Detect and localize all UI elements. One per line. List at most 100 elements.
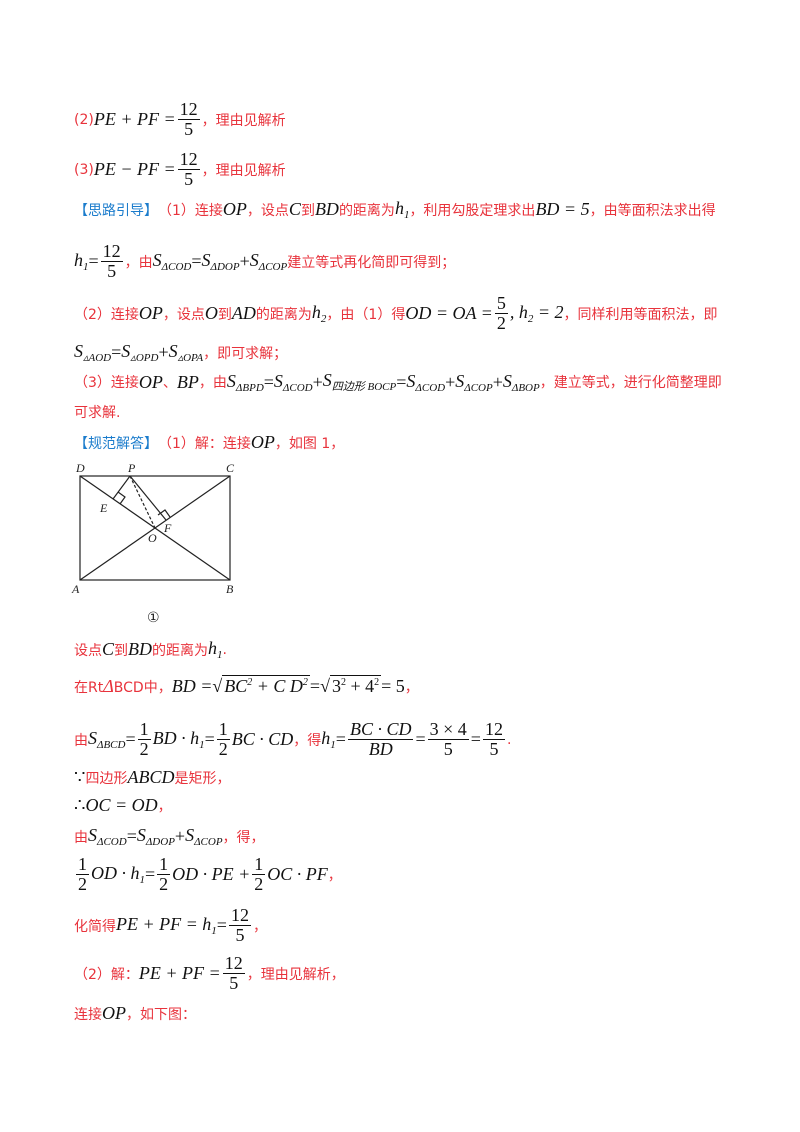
text-segment: OC = OD bbox=[85, 795, 158, 815]
subscript: ▵OPD bbox=[130, 352, 159, 364]
text: 的距离为 bbox=[255, 306, 312, 323]
subscript: ΔCOD bbox=[415, 381, 446, 394]
text-segment: 四边形 bbox=[85, 770, 128, 787]
text-segment: ，得， bbox=[222, 829, 265, 846]
text-segment: . bbox=[222, 641, 227, 658]
text-segment: ∵ bbox=[74, 767, 86, 787]
text-segment: PE + PF = bbox=[138, 963, 221, 983]
subscript: ΔCOD bbox=[97, 836, 127, 848]
text-segment: S bbox=[406, 370, 416, 391]
area: SΔBOP bbox=[503, 371, 540, 394]
subscript: 四边形 BOCP bbox=[331, 381, 397, 393]
text-segment: = bbox=[335, 729, 346, 749]
text-segment: S bbox=[152, 250, 162, 270]
text-segment: SΔCOP bbox=[185, 825, 222, 848]
subscript: ΔCOD bbox=[282, 381, 313, 394]
area: S▵OPA bbox=[169, 341, 204, 364]
text-segment: 1 bbox=[137, 719, 151, 740]
text-segment: = bbox=[111, 342, 122, 362]
hint-line-4: S▵AOD = S▵OPD + S▵OPA ，即可求解； bbox=[74, 341, 287, 364]
area: SΔCOP bbox=[455, 371, 492, 394]
fraction: 12 5 bbox=[177, 100, 200, 139]
text-segment: 2 bbox=[139, 739, 149, 759]
text-segment: h1 bbox=[321, 728, 336, 751]
denominator: 5 bbox=[184, 169, 194, 189]
subscript: ΔCOP bbox=[258, 261, 288, 273]
text-segment: 到 bbox=[114, 642, 129, 659]
text-segment: h bbox=[321, 728, 331, 748]
math: OP bbox=[222, 199, 247, 219]
text-segment: 12 5 bbox=[222, 954, 245, 993]
numerator: 12 bbox=[177, 149, 200, 170]
text-segment: 1 bbox=[252, 854, 266, 875]
text-segment: 3 bbox=[331, 676, 341, 696]
text: ，建立等式，进行化简整理即 bbox=[539, 375, 722, 391]
text-segment: + bbox=[174, 826, 186, 846]
text-segment: 是矩形， bbox=[174, 770, 231, 787]
text-segment: 的距离为 bbox=[152, 642, 209, 659]
solution-line-2: 设点 C 到 BD 的距离为 h1. bbox=[74, 638, 227, 661]
text-segment: = bbox=[470, 729, 481, 749]
text-segment: ，得 bbox=[293, 732, 322, 749]
text: 的距离为 bbox=[338, 202, 395, 219]
subscript: 1 bbox=[211, 925, 217, 937]
segment-pe bbox=[112, 475, 131, 500]
text-segment: 5 bbox=[489, 739, 499, 759]
text-segment: 设点 bbox=[74, 642, 102, 659]
hint-header: 【思路引导】 bbox=[74, 202, 158, 219]
text-segment: + bbox=[492, 371, 503, 392]
text-segment: h bbox=[208, 638, 218, 658]
solution-line-10: （2）解： PE + PF = 12 5 ，理由见解析， bbox=[74, 954, 345, 993]
text-segment: 1 bbox=[216, 719, 230, 740]
subscript: ▵AOD bbox=[83, 352, 112, 364]
text-segment: SΔBCD bbox=[88, 728, 125, 751]
figure-1-rectangle-diagram: D P C E F O A B ① bbox=[71, 461, 235, 626]
text-segment: = bbox=[204, 729, 215, 749]
subscript: ▵OPA bbox=[177, 352, 204, 364]
text-segment: ，理由见解析， bbox=[246, 966, 345, 983]
text-segment: 2 bbox=[218, 739, 228, 759]
figure-caption: ① bbox=[147, 610, 160, 626]
text: ，利用勾股定理求出 bbox=[409, 202, 536, 219]
text-segment: = 5 bbox=[381, 676, 405, 696]
text-segment: S bbox=[201, 250, 211, 270]
text-segment: + bbox=[445, 371, 456, 392]
text: （1）解：连接 bbox=[158, 435, 251, 452]
text-segment: = bbox=[263, 371, 274, 392]
text-segment: = bbox=[396, 371, 407, 392]
text-segment: S bbox=[249, 250, 259, 270]
label-e: E bbox=[99, 501, 108, 515]
text-segment: 、 bbox=[162, 375, 177, 391]
text-segment: PE + PF = h1 bbox=[116, 914, 217, 937]
math: OP bbox=[138, 303, 163, 323]
answer-2: (2) PE + PF = 12 5 ，理由见解析 bbox=[74, 100, 286, 139]
text-segment: = bbox=[145, 864, 156, 884]
text-segment: = bbox=[309, 676, 321, 696]
text-segment: S bbox=[226, 370, 236, 391]
area: SΔCOD bbox=[274, 371, 313, 394]
sub: 1 bbox=[83, 261, 89, 273]
right-angle-e bbox=[117, 491, 126, 505]
text-segment: 2 bbox=[254, 874, 264, 894]
text-segment: 12 bbox=[228, 905, 251, 926]
superscript: 2 bbox=[340, 677, 346, 688]
label-o: O bbox=[148, 531, 157, 545]
text-segment: S bbox=[455, 370, 465, 391]
right-angle-f bbox=[157, 509, 171, 518]
text: ，设点 bbox=[162, 306, 205, 323]
subscript: ΔCOD bbox=[161, 261, 192, 273]
area: SΔDOP bbox=[202, 250, 240, 273]
solution-line-3: 在Rt Δ BCD中， BD = √ BC2 + C D2 = √ 32 + 42 = … bbox=[74, 675, 419, 697]
text-segment: + bbox=[158, 342, 169, 362]
hint-line-6: 可求解. bbox=[74, 402, 120, 422]
subscript: ΔCOP bbox=[464, 381, 493, 394]
math: O bbox=[204, 303, 218, 323]
label-f: F bbox=[163, 521, 172, 535]
text-segment: , h bbox=[509, 302, 528, 322]
